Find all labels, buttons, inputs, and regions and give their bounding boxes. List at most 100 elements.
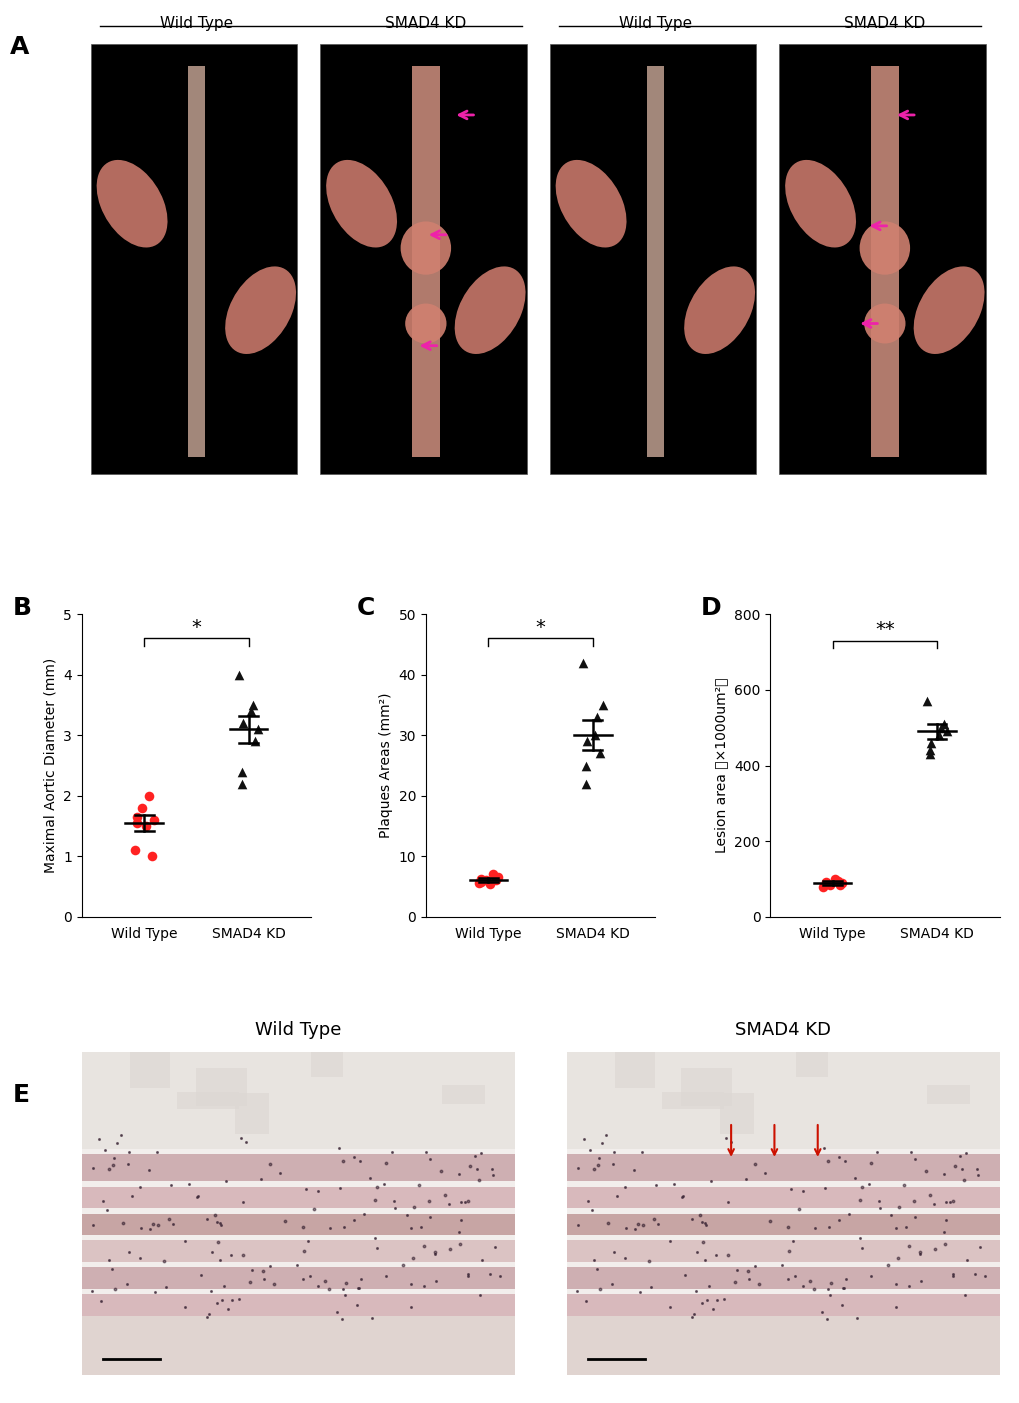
Point [586,724,602,746]
Ellipse shape [97,160,167,247]
Point [825,867,842,890]
Point [234,711,251,734]
Point [588,706,604,728]
Y-axis label: Maximal Aortic Diameter (mm): Maximal Aortic Diameter (mm) [44,658,57,873]
Point [921,744,937,766]
Y-axis label: Plaques Areas (mm²): Plaques Areas (mm²) [379,693,392,838]
Point [250,718,266,741]
Ellipse shape [555,160,626,247]
Bar [566,1240,999,1261]
FancyBboxPatch shape [779,43,985,474]
Bar [566,1052,999,1149]
Text: **: ** [874,620,894,640]
Bar [441,1086,485,1104]
Point [243,700,259,723]
Point [473,870,489,892]
FancyBboxPatch shape [91,43,298,474]
Point [834,871,850,894]
Point [922,731,938,753]
Text: Wild Type: Wild Type [160,15,232,31]
Text: SMAD4 KD: SMAD4 KD [385,15,466,31]
Bar [870,66,898,456]
Ellipse shape [684,267,754,354]
Bar [566,1316,999,1375]
Point [471,871,487,894]
FancyBboxPatch shape [320,43,527,474]
Point [574,651,590,673]
Point [921,739,937,762]
Point [578,773,594,796]
Bar [82,1294,515,1316]
Bar [661,1093,723,1110]
Point [918,690,934,713]
Point [245,693,261,716]
Ellipse shape [326,160,396,247]
Point [230,664,247,686]
Text: E: E [13,1083,30,1107]
Point [591,742,607,765]
Ellipse shape [454,267,525,354]
Text: *: * [192,617,201,637]
Bar [129,1052,170,1087]
Point [832,874,848,897]
Point [930,724,947,746]
Point [138,815,154,838]
Text: SMAD4 KD: SMAD4 KD [735,1021,830,1040]
Point [594,693,610,716]
Bar [566,1267,999,1289]
Point [128,805,145,828]
Bar [82,1155,515,1181]
Ellipse shape [785,160,855,247]
Ellipse shape [863,303,905,344]
Point [482,873,498,895]
Text: *: * [535,617,545,637]
FancyBboxPatch shape [549,43,756,474]
Text: Wild Type: Wild Type [255,1021,341,1040]
Bar [82,1240,515,1261]
Bar [681,1068,732,1106]
Bar [566,1294,999,1316]
Point [126,839,143,861]
Point [816,873,833,895]
Bar [82,1316,515,1375]
Point [816,871,833,894]
Point [144,845,160,867]
Bar [926,1086,969,1104]
Bar [719,1093,754,1134]
Y-axis label: Lesion area （×1000um²）: Lesion area （×1000um²） [713,678,728,853]
Text: Gross  view: Gross view [259,0,363,4]
Point [578,730,594,752]
Ellipse shape [913,267,983,354]
Point [146,808,162,831]
Ellipse shape [400,222,450,275]
Bar [566,1187,999,1208]
Bar [566,1214,999,1235]
Point [814,875,830,898]
Point [141,784,157,807]
Text: Profile view: Profile view [717,0,821,4]
Point [578,755,594,777]
Text: Wild Type: Wild Type [619,15,691,31]
Bar [796,1047,827,1078]
Point [233,773,250,796]
Bar [177,1093,238,1110]
Bar [646,66,663,456]
Text: SMAD4 KD: SMAD4 KD [844,15,924,31]
Point [133,797,150,819]
Ellipse shape [405,303,446,344]
Point [477,870,493,892]
Bar [187,66,205,456]
Point [487,868,503,891]
Point [937,720,954,742]
Text: B: B [13,596,32,620]
Bar [311,1047,342,1078]
Bar [82,1267,515,1289]
Text: A: A [10,35,30,59]
Bar [82,1052,515,1149]
Point [128,812,145,835]
Point [934,713,951,735]
Point [473,868,489,891]
Text: D: D [701,596,721,620]
Bar [235,1093,269,1134]
Ellipse shape [225,267,296,354]
